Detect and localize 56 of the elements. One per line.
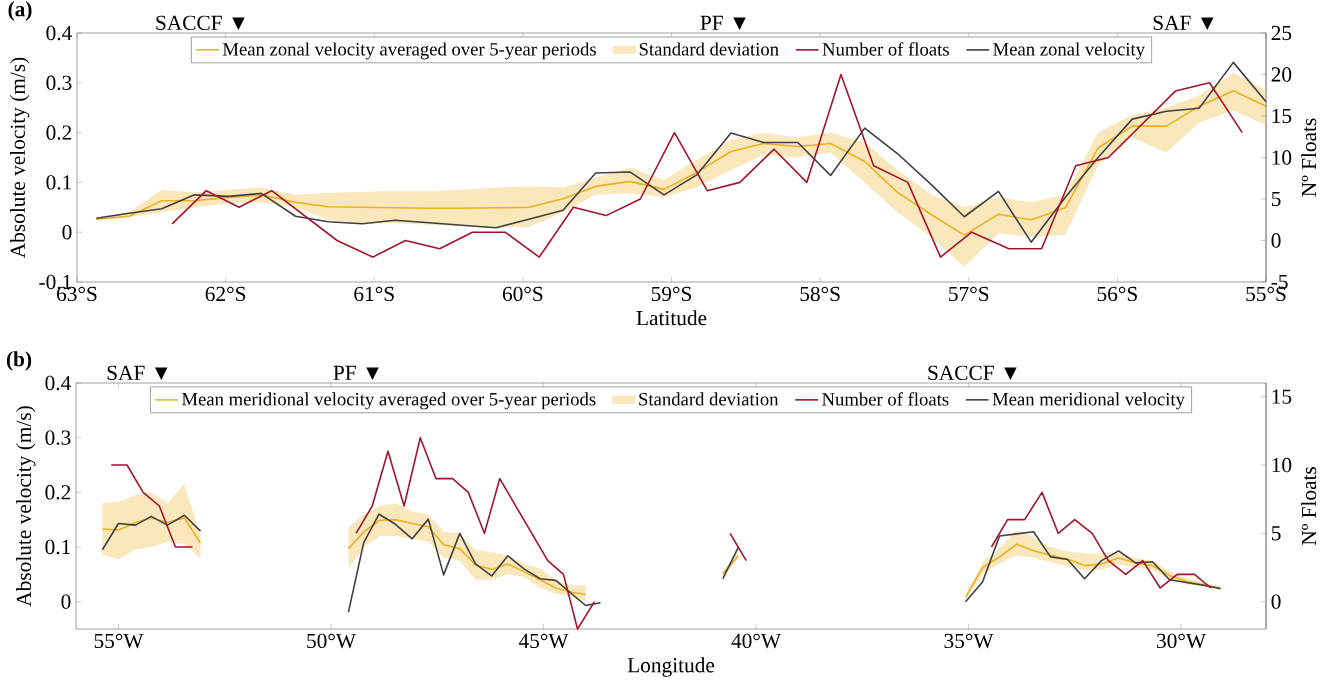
text: SAF ▼	[1153, 15, 1214, 31]
y2-tick-label: 0	[1271, 594, 1281, 609]
x-tick-label: 62°S	[205, 286, 246, 302]
annotation: Standard deviation	[639, 42, 779, 56]
x-tick-label: 60°S	[502, 286, 543, 302]
y2-axis-title: Nº Floats	[1301, 467, 1317, 546]
text: PF ▼	[700, 15, 746, 31]
text: (b)	[6, 351, 32, 371]
y-tick-label: 0	[61, 594, 71, 609]
x-tick-label: 45°W	[518, 633, 569, 649]
y-tick-label: 0.2	[45, 485, 71, 500]
x-tick-label: 35°W	[944, 633, 994, 649]
y2-tick-label: 0	[1271, 233, 1281, 248]
y2-tick-label: 5	[1271, 191, 1281, 207]
y2-tick-label: 25	[1271, 25, 1292, 41]
legend-label: Mean meridional velocity	[992, 392, 1185, 410]
legend-label: Mean meridional velocity averaged over 5-year periods	[181, 392, 596, 410]
text: PF ▼	[333, 365, 379, 381]
y-tick-label: 0.3	[45, 430, 71, 445]
legend-label: Mean zonal velocity averaged over 5-year periods	[222, 42, 596, 60]
y2-tick-label: 10	[1272, 150, 1292, 165]
x-tick-label: 30°W	[1157, 633, 1206, 649]
x-axis-title: Latitude	[636, 310, 707, 326]
legend-label: Mean zonal velocity	[993, 42, 1145, 60]
y-tick-label: 0.1	[45, 539, 71, 555]
x-tick-label: 61°S	[354, 286, 394, 302]
y2-tick-label: 15	[1272, 108, 1292, 124]
legend-label: Number of floats	[822, 392, 949, 406]
x-tick-label: 59°S	[651, 286, 692, 302]
text: SACCF ▼	[928, 365, 1017, 381]
y2-tick-label: 10	[1272, 457, 1292, 473]
y2-tick-label: 5	[1271, 526, 1281, 541]
annotation: Standard deviation	[639, 392, 779, 406]
y-tick-label: 0.3	[46, 75, 72, 91]
x-tick-label: 58°S	[800, 286, 840, 302]
y-axis-title: Absolute velocity (m/s)	[9, 57, 30, 259]
y-tick-label: 0.2	[46, 125, 72, 140]
y-tick-label: 0.1	[46, 175, 72, 190]
text: SACCF ▼	[156, 15, 245, 31]
y2-tick-label: 20	[1271, 67, 1292, 82]
y2-tick-label: 15	[1272, 389, 1292, 404]
legend-label: Number of floats	[822, 42, 949, 56]
line-series	[95, 89, 1267, 236]
x-tick-label: 57°S	[949, 286, 989, 302]
y-axis-title: Absolute velocity (m/s)	[16, 406, 36, 607]
text: (a)	[8, 1, 32, 21]
y-tick-label: 0.4	[46, 25, 72, 41]
x-tick-label: 55°W	[94, 633, 144, 649]
text: SAF ▼	[107, 365, 168, 381]
x-tick-label: 56°S	[1097, 286, 1137, 302]
y-tick-label: 0	[62, 225, 72, 240]
x-tick-label: 50°W	[307, 633, 356, 649]
y-tick-label: 0.4	[45, 375, 71, 391]
y2-axis-title: Nº Floats	[1301, 118, 1317, 197]
x-axis-title: Longitude	[627, 657, 715, 677]
x-tick-label: 40°W	[731, 633, 781, 649]
